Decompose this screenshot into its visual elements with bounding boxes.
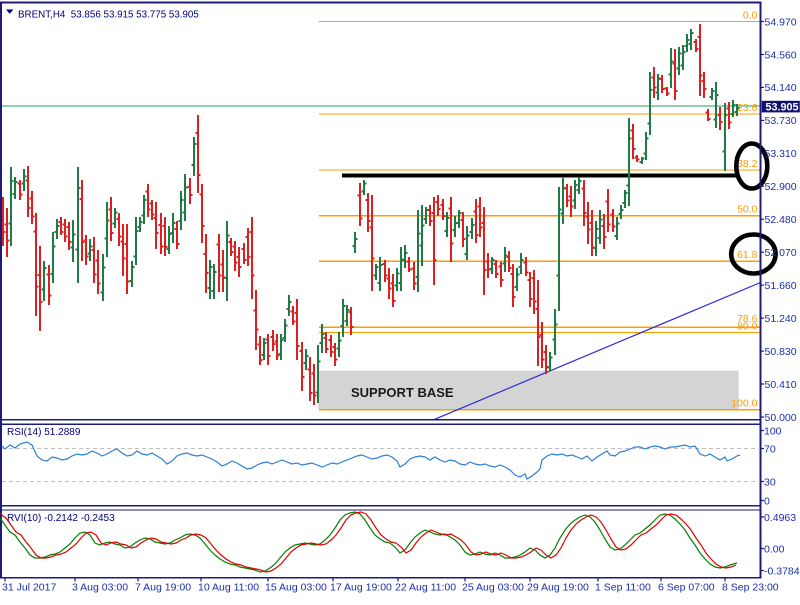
svg-text:50.410: 50.410: [765, 379, 797, 391]
svg-text:RVI(10) -0.2142 -0.2453: RVI(10) -0.2142 -0.2453: [7, 513, 115, 524]
svg-text:0.00: 0.00: [764, 543, 785, 555]
svg-text:53.310: 53.310: [765, 148, 797, 160]
svg-text:25 Aug 03:00: 25 Aug 03:00: [462, 582, 524, 594]
svg-text:54.140: 54.140: [765, 82, 797, 94]
svg-text:52.900: 52.900: [765, 181, 797, 193]
svg-text:53.730: 53.730: [765, 115, 797, 127]
svg-text:29 Aug 19:00: 29 Aug 19:00: [527, 582, 589, 594]
svg-text:6 Sep 07:00: 6 Sep 07:00: [658, 582, 715, 594]
svg-text:15 Aug 03:00: 15 Aug 03:00: [265, 582, 327, 594]
svg-text:53.905: 53.905: [766, 101, 799, 113]
svg-text:0.4963: 0.4963: [764, 512, 796, 524]
svg-text:22 Aug 11:00: 22 Aug 11:00: [395, 582, 456, 594]
svg-text:38.2: 38.2: [737, 158, 758, 170]
svg-text:7 Aug 19:00: 7 Aug 19:00: [135, 582, 191, 594]
svg-text:70: 70: [764, 443, 776, 455]
svg-text:50.830: 50.830: [765, 346, 797, 358]
svg-text:SUPPORT BASE: SUPPORT BASE: [351, 385, 454, 400]
svg-text:-0.3784: -0.3784: [764, 565, 800, 577]
svg-text:54.970: 54.970: [765, 16, 797, 28]
svg-text:30: 30: [764, 476, 776, 488]
svg-text:0.0: 0.0: [743, 9, 758, 21]
svg-text:3 Aug 03:00: 3 Aug 03:00: [72, 582, 128, 594]
svg-text:17 Aug 19:00: 17 Aug 19:00: [330, 582, 392, 594]
svg-text:BRENT,H4 53.856 53.915 53.775: BRENT,H4 53.856 53.915 53.775 53.905: [18, 10, 199, 21]
svg-text:78.6: 78.6: [737, 313, 758, 325]
svg-text:10 Aug 11:00: 10 Aug 11:00: [198, 582, 259, 594]
svg-text:50.000: 50.000: [765, 412, 797, 424]
svg-text:80.0: 80.0: [737, 320, 758, 332]
svg-text:52.070: 52.070: [765, 247, 797, 259]
svg-text:0: 0: [764, 495, 770, 507]
svg-text:51.660: 51.660: [765, 280, 797, 292]
svg-text:100: 100: [764, 425, 782, 437]
svg-text:RSI(14) 51.2889: RSI(14) 51.2889: [7, 427, 81, 438]
svg-text:8 Sep 23:00: 8 Sep 23:00: [722, 582, 779, 594]
svg-text:1 Sep 11:00: 1 Sep 11:00: [595, 582, 651, 594]
svg-text:51.240: 51.240: [765, 313, 797, 325]
svg-text:31 Jul 2017: 31 Jul 2017: [2, 582, 56, 594]
svg-text:100.0: 100.0: [731, 397, 757, 409]
svg-text:23.6: 23.6: [737, 102, 758, 114]
svg-text:52.480: 52.480: [765, 214, 797, 226]
svg-text:50.0: 50.0: [737, 204, 758, 216]
svg-text:54.560: 54.560: [765, 49, 797, 61]
svg-text:61.8: 61.8: [737, 249, 758, 261]
